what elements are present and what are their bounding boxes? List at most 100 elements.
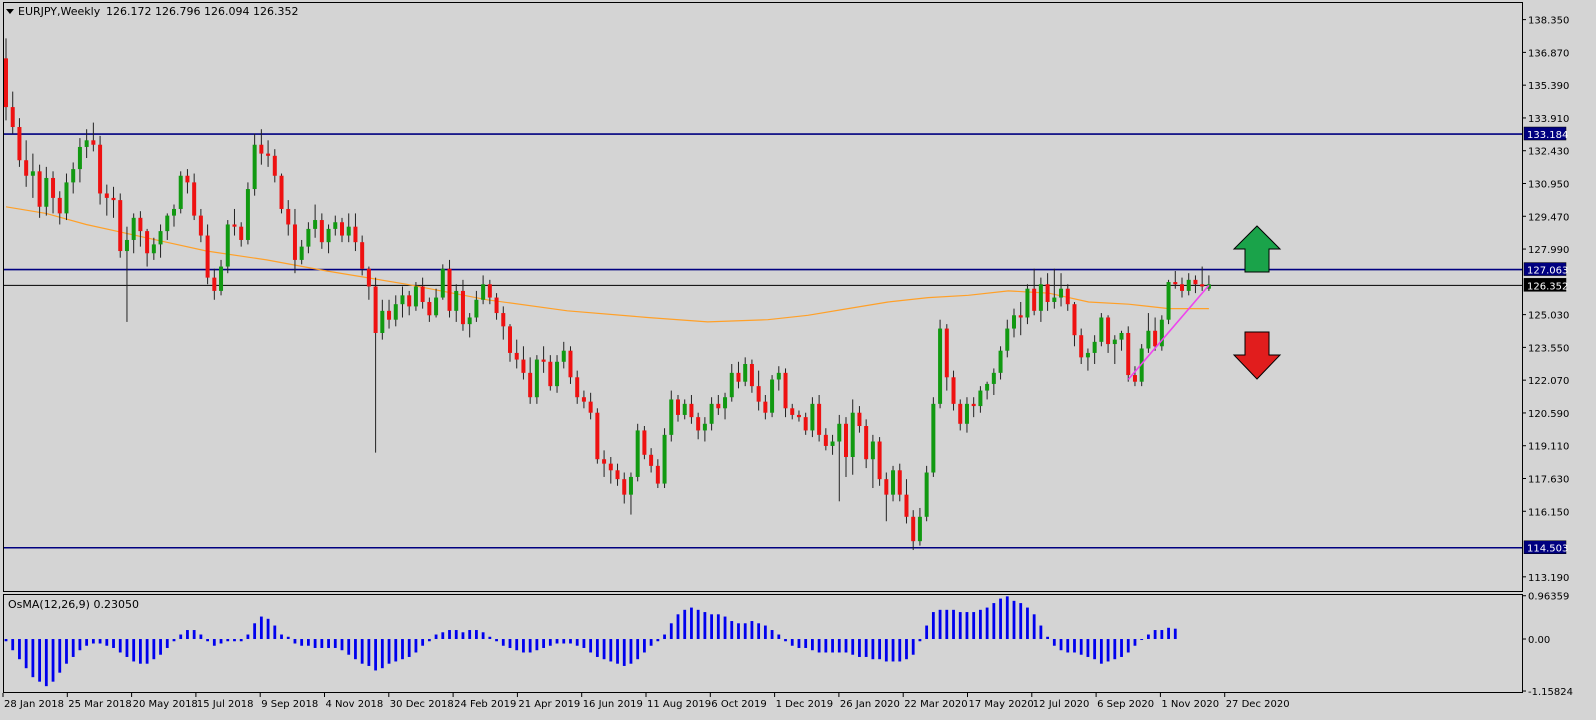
price-tick-label: 132.430 — [1528, 147, 1569, 158]
candle-body — [642, 430, 647, 455]
candle-body — [124, 239, 129, 252]
osma-bar — [643, 639, 646, 653]
osma-bar — [24, 639, 28, 669]
symbol-menu-icon[interactable] — [6, 9, 14, 14]
candle — [628, 472, 633, 515]
candle-body — [877, 441, 882, 480]
osma-bar — [1126, 639, 1130, 653]
candle — [494, 293, 499, 320]
osma-bar — [837, 639, 841, 653]
candle — [292, 208, 297, 274]
candle — [1146, 313, 1151, 353]
candle — [319, 213, 324, 249]
candle-body — [1025, 288, 1030, 318]
candle-body — [440, 268, 445, 298]
osma-bar — [696, 609, 700, 640]
osma-bar — [663, 634, 666, 640]
osma-axis: 0.96359 0.00 -1.15824 — [1522, 592, 1573, 698]
candle-body — [796, 414, 801, 418]
candle — [239, 222, 244, 247]
candle — [279, 173, 284, 214]
candle — [770, 375, 775, 418]
osma-bar — [656, 639, 660, 642]
candle-body — [917, 516, 922, 542]
osma-tick-label: 0.00 — [1528, 635, 1550, 646]
osma-bar — [851, 639, 855, 655]
osma-bar — [824, 639, 828, 653]
osma-bar — [676, 614, 680, 640]
candle-body — [568, 350, 573, 378]
price-label-tags: 133.184 127.063 114.503 126.352 — [1523, 126, 1568, 555]
candle-body — [541, 359, 546, 362]
osma-bar — [582, 639, 586, 648]
osma-bar — [1039, 625, 1043, 640]
osma-bar — [333, 639, 337, 648]
candle-body — [373, 286, 378, 333]
candle-body — [30, 171, 35, 176]
osma-bar — [65, 639, 68, 664]
candle-body — [837, 423, 842, 442]
candle-body — [1146, 330, 1151, 349]
osma-bar — [871, 639, 875, 660]
osma-bar — [811, 639, 814, 651]
candle-body — [400, 295, 405, 305]
level-price-tag-2: 114.503 — [1523, 540, 1568, 555]
osma-bar — [11, 639, 15, 651]
trendline — [1127, 284, 1210, 381]
candle-body — [783, 372, 788, 409]
candle — [219, 259, 224, 296]
candle-body — [454, 290, 459, 311]
level-price-tag-0: 133.184 — [1523, 126, 1568, 141]
osma-bar — [1086, 639, 1090, 657]
osma-bar — [1120, 639, 1123, 657]
candle-body — [407, 295, 412, 307]
trendline-layer — [1127, 284, 1210, 381]
candle — [1012, 308, 1016, 338]
osma-bar — [972, 612, 976, 640]
candle — [30, 153, 35, 198]
osma-bar — [831, 639, 834, 653]
candle — [360, 235, 365, 276]
candle-body — [104, 193, 109, 198]
candle-body — [279, 175, 284, 209]
candle-body — [729, 372, 734, 398]
osma-bar — [844, 639, 848, 653]
osma-bar — [266, 618, 270, 640]
osma-bar — [206, 639, 209, 642]
candle — [434, 288, 439, 318]
arrow-down-icon — [1232, 331, 1282, 380]
candle-body — [494, 297, 499, 314]
candle-body — [192, 182, 197, 216]
osma-bar — [1012, 600, 1016, 640]
candle — [198, 208, 203, 243]
candle — [427, 297, 432, 322]
candle-body — [884, 479, 889, 495]
osma-bar — [273, 625, 277, 640]
candle — [17, 118, 22, 167]
time-tick-label: 28 Jan 2018 — [4, 699, 64, 710]
candle — [985, 381, 990, 400]
candle — [487, 279, 492, 305]
candle-body — [1045, 284, 1050, 302]
candle-body — [380, 310, 385, 333]
osma-bar — [427, 639, 431, 642]
candle-body — [1112, 339, 1117, 345]
candle-body — [225, 224, 230, 267]
time-tick-label: 6 Oct 2019 — [711, 699, 766, 710]
candle — [1045, 273, 1050, 311]
candle-body — [1180, 284, 1184, 291]
candle-body — [77, 146, 82, 170]
level-price-tag-1-text: 127.063 — [1527, 266, 1568, 277]
osma-bar — [407, 639, 411, 657]
candle-body — [172, 208, 176, 216]
candle-body — [682, 403, 687, 415]
time-tick-label: 16 Jun 2019 — [583, 699, 643, 710]
candle — [131, 213, 136, 254]
candle-body — [958, 403, 963, 424]
candle — [575, 370, 580, 404]
osma-bar — [1106, 639, 1110, 662]
candle — [24, 140, 29, 187]
candle-body — [575, 377, 580, 398]
candle-body — [635, 430, 640, 477]
